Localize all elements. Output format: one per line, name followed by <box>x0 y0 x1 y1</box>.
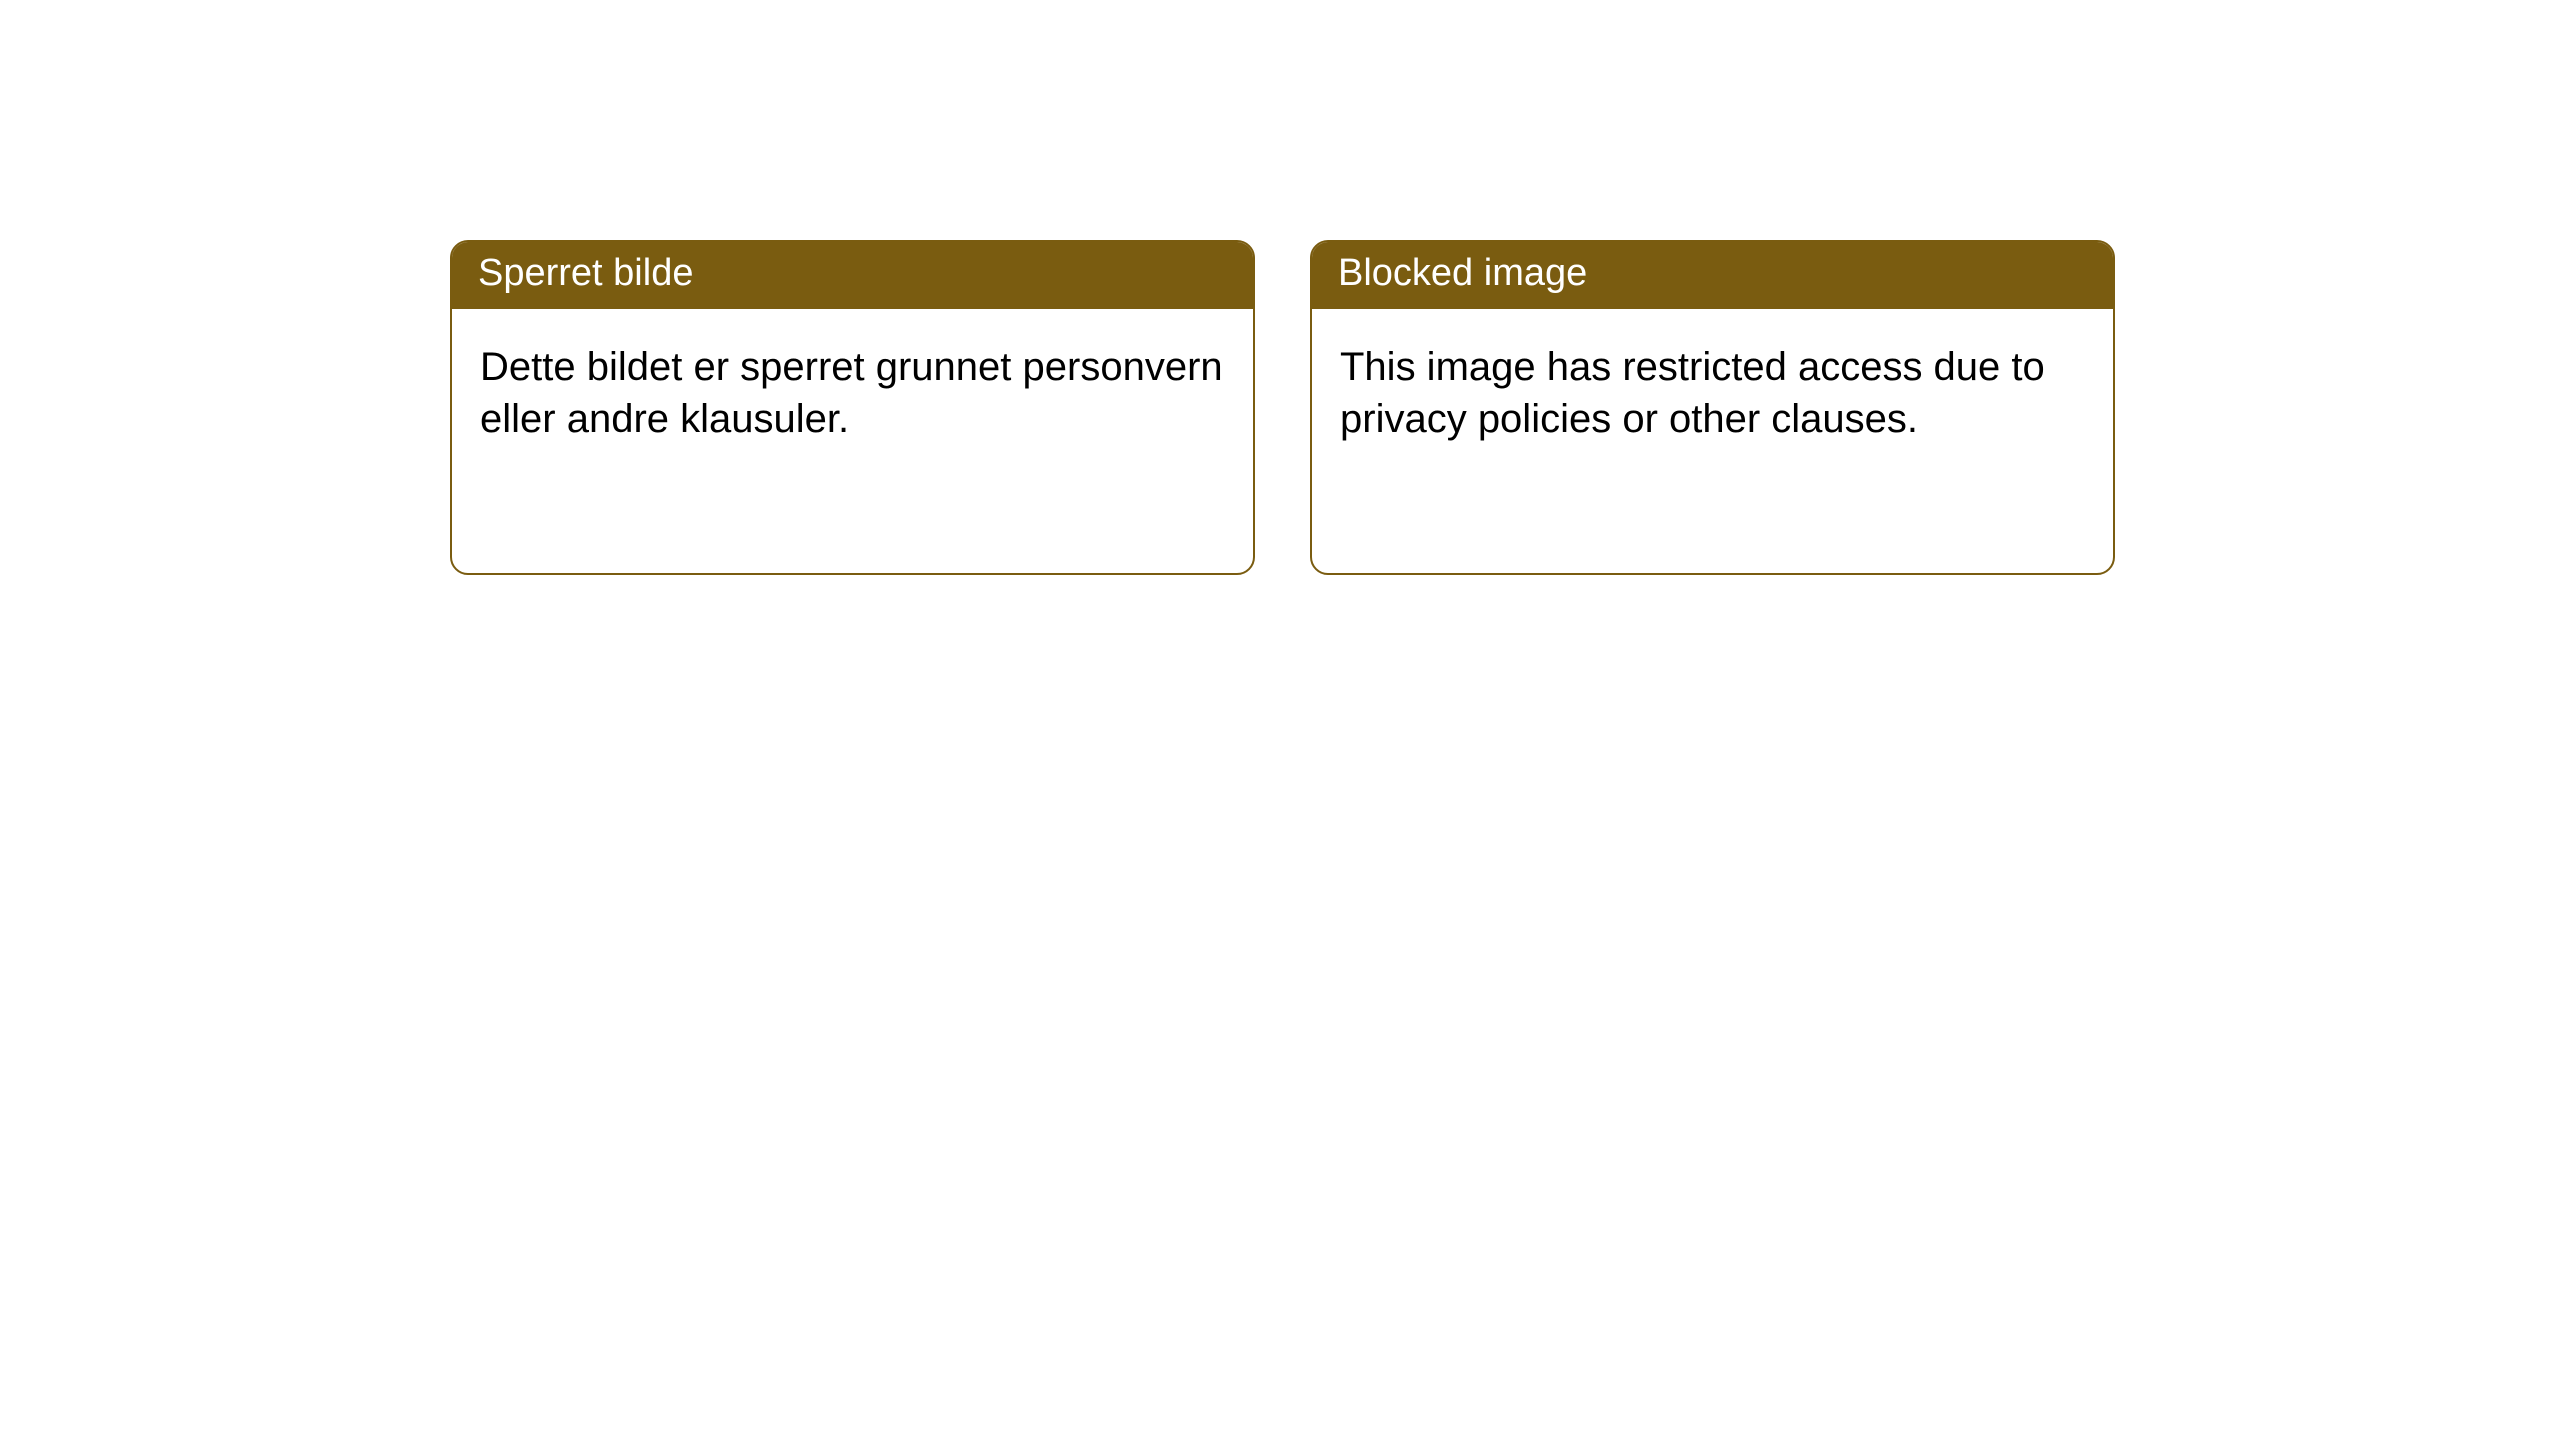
notice-container: Sperret bilde Dette bildet er sperret gr… <box>0 0 2560 575</box>
notice-title-norwegian: Sperret bilde <box>452 242 1253 309</box>
notice-card-norwegian: Sperret bilde Dette bildet er sperret gr… <box>450 240 1255 575</box>
notice-title-english: Blocked image <box>1312 242 2113 309</box>
notice-card-english: Blocked image This image has restricted … <box>1310 240 2115 575</box>
notice-body-norwegian: Dette bildet er sperret grunnet personve… <box>452 309 1253 477</box>
notice-body-english: This image has restricted access due to … <box>1312 309 2113 477</box>
